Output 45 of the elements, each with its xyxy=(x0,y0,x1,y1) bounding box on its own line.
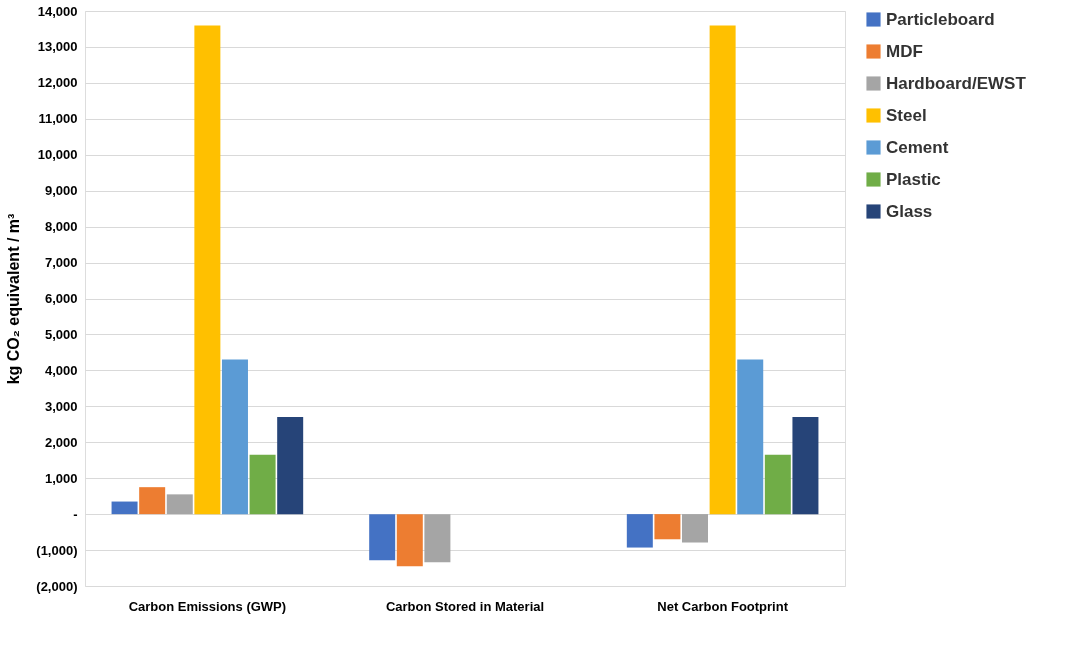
legend-label: Cement xyxy=(886,137,949,157)
x-tick-label: Carbon Stored in Material xyxy=(385,598,545,614)
y-tick-label: 4,000 xyxy=(44,362,78,378)
legend-label: Glass xyxy=(886,201,933,221)
y-tick-label: 7,000 xyxy=(44,255,78,271)
legend-label: Hardboard/EWST xyxy=(886,73,1027,93)
y-tick-label: 9,000 xyxy=(44,183,78,199)
y-tick-label: 12,000 xyxy=(37,75,78,91)
bar xyxy=(249,454,276,515)
x-tick-label: Net Carbon Footprint xyxy=(657,598,789,614)
bar xyxy=(139,487,166,515)
legend-label: Steel xyxy=(886,105,927,125)
bar xyxy=(166,494,193,515)
bar xyxy=(737,359,764,515)
bar xyxy=(709,25,736,515)
legend-label: Plastic xyxy=(886,169,941,189)
y-tick-label: - xyxy=(73,506,78,522)
legend-label: MDF xyxy=(886,41,923,61)
legend-label: Particleboard xyxy=(886,9,995,29)
bar xyxy=(194,25,221,515)
bar xyxy=(764,454,791,515)
y-tick-label: 1,000 xyxy=(44,470,78,486)
y-tick-label: 5,000 xyxy=(44,326,78,342)
y-tick-label: (1,000) xyxy=(36,542,78,558)
y-tick-label: 11,000 xyxy=(38,111,78,127)
y-axis-title: kg CO₂ equivalent / m³ xyxy=(5,213,23,385)
y-tick-label: 10,000 xyxy=(37,147,78,163)
bar xyxy=(682,514,709,543)
bar xyxy=(626,514,653,548)
bar xyxy=(221,359,248,515)
x-tick-label: Carbon Emissions (GWP) xyxy=(128,598,287,614)
y-tick-label: 14,000 xyxy=(37,3,78,19)
y-tick-label: 3,000 xyxy=(44,398,78,414)
y-tick-label: 6,000 xyxy=(44,291,78,306)
bar xyxy=(654,514,681,540)
y-tick-label: 2,000 xyxy=(44,434,78,450)
bar xyxy=(111,501,138,515)
y-tick-label: 13,000 xyxy=(37,39,78,55)
y-tick-label: (2,000) xyxy=(36,578,78,594)
bar xyxy=(792,417,819,515)
bar xyxy=(396,514,423,567)
bar xyxy=(424,514,451,563)
bar xyxy=(369,514,396,561)
bar xyxy=(277,417,304,515)
y-tick-label: 8,000 xyxy=(44,219,78,235)
